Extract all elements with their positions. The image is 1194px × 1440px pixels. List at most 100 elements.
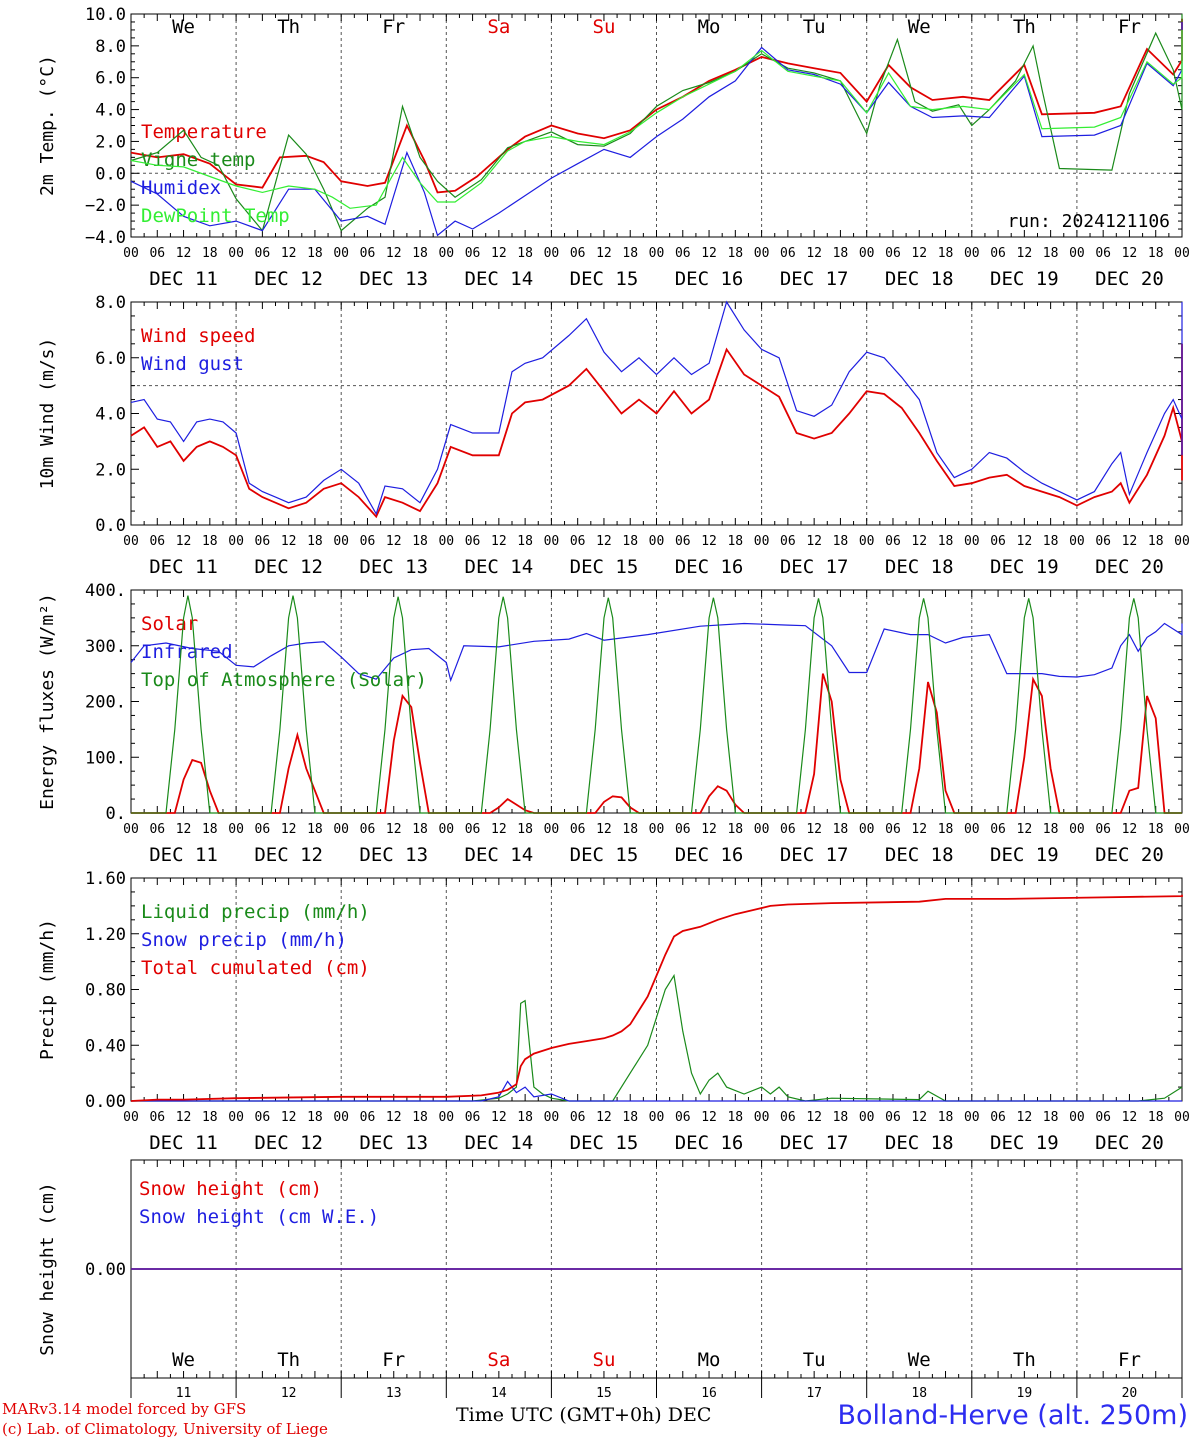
weekday-label: Su [593, 1349, 616, 1371]
legend-entry: Humidex [141, 177, 221, 199]
series-temperature [130, 18, 1183, 194]
x-hour-label: 12 [1017, 822, 1033, 837]
x-date-label: DEC 20 [1095, 268, 1164, 290]
model-credit: MARv3.14 model forced by GFS [2, 1400, 247, 1418]
x-hour-label: 00 [964, 246, 980, 261]
x-hour-label: 18 [938, 822, 954, 837]
x-hour-label: 00 [964, 822, 980, 837]
y-tick-label: 300. [85, 637, 126, 657]
x-date-label: DEC 11 [149, 844, 218, 866]
x-hour-label: 18 [622, 1110, 638, 1125]
x-hour-label: 18 [833, 246, 849, 261]
x-hour-label: 06 [675, 1110, 691, 1125]
y-tick-label: 8.0 [95, 37, 126, 57]
x-hour-label: 12 [176, 246, 192, 261]
x-hour-label: 00 [228, 822, 244, 837]
x-date-label: DEC 19 [990, 1132, 1059, 1154]
x-date-label: DEC 19 [990, 556, 1059, 578]
x-hour-label: 00 [544, 1110, 560, 1125]
y-tick-label: 6.0 [95, 69, 126, 89]
y-tick-label: 400. [85, 581, 126, 601]
x-hour-label: 00 [1174, 534, 1190, 549]
x-hour-label: 06 [780, 822, 796, 837]
x-date-label: DEC 17 [780, 844, 849, 866]
x-hour-label: 06 [885, 534, 901, 549]
x-hour-label: 12 [701, 822, 717, 837]
y-tick-label: 1.60 [85, 869, 126, 889]
series-top-of-atmosphere-solar [131, 595, 1182, 814]
x-hour-label: 18 [727, 822, 743, 837]
day-number-label: 13 [386, 1386, 402, 1401]
x-hour-label: 18 [517, 1110, 533, 1125]
x-hour-label: 12 [596, 534, 612, 549]
x-hour-label: 12 [281, 246, 297, 261]
legend-entry: Wind gust [141, 353, 244, 375]
x-date-label: DEC 14 [465, 844, 534, 866]
x-hour-label: 00 [123, 1110, 139, 1125]
x-hour-label: 18 [517, 246, 533, 261]
x-date-label: DEC 19 [990, 844, 1059, 866]
x-hour-label: 12 [491, 822, 507, 837]
x-hour-label: 18 [938, 1110, 954, 1125]
x-date-label: DEC 15 [570, 844, 639, 866]
x-hour-label: 18 [1043, 822, 1059, 837]
y-tick-label: 0.00 [85, 1092, 126, 1112]
x-hour-label: 12 [281, 822, 297, 837]
copyright-credit: (c) Lab. of Climatology, University of L… [2, 1420, 328, 1438]
weekday-label: Th [277, 16, 300, 38]
weekday-label: We [172, 16, 195, 38]
x-hour-label: 12 [386, 534, 402, 549]
x-hour-label: 00 [754, 1110, 770, 1125]
x-date-label: DEC 13 [359, 1132, 428, 1154]
x-hour-label: 12 [1122, 1110, 1138, 1125]
weekday-label: We [908, 1349, 931, 1371]
x-hour-label: 00 [1069, 534, 1085, 549]
x-hour-label: 18 [833, 1110, 849, 1125]
y-tick-label: −4.0 [85, 228, 126, 248]
x-date-label: DEC 14 [465, 556, 534, 578]
x-hour-label: 18 [1148, 534, 1164, 549]
x-hour-label: 00 [228, 246, 244, 261]
x-hour-label: 18 [622, 246, 638, 261]
x-hour-label: 00 [333, 822, 349, 837]
x-hour-label: 00 [544, 246, 560, 261]
x-hour-label: 12 [701, 1110, 717, 1125]
x-hour-label: 06 [675, 822, 691, 837]
x-hour-label: 00 [123, 534, 139, 549]
x-hour-label: 12 [1122, 822, 1138, 837]
day-number-label: 16 [701, 1386, 717, 1401]
y-axis-label: Snow height (cm) [37, 1182, 58, 1355]
day-number-label: 19 [1017, 1386, 1033, 1401]
legend-entry: Total cumulated (cm) [141, 957, 370, 979]
series-total-cumulated-cm [130, 894, 1183, 1102]
x-date-label: DEC 11 [149, 556, 218, 578]
x-hour-label: 06 [570, 246, 586, 261]
legend-entry: DewPoint Temp [141, 205, 290, 227]
x-hour-label: 00 [754, 822, 770, 837]
series-snow-precip-mm-h [131, 1080, 1182, 1102]
legend-entry: Top of Atmosphere (Solar) [141, 669, 427, 691]
x-date-label: DEC 20 [1095, 844, 1164, 866]
x-hour-label: 12 [1122, 246, 1138, 261]
x-hour-label: 00 [333, 246, 349, 261]
x-hour-label: 06 [990, 534, 1006, 549]
legend-entry: Temperature [141, 121, 267, 143]
x-hour-label: 12 [1122, 534, 1138, 549]
weekday-label: Sa [487, 16, 510, 38]
y-axis-label: Energy fluxes (W/m²) [37, 593, 58, 810]
x-hour-label: 06 [1095, 246, 1111, 261]
x-hour-label: 00 [228, 1110, 244, 1125]
x-hour-label: 06 [360, 1110, 376, 1125]
series-dewpoint-temp [130, 29, 1183, 209]
y-tick-label: 2.0 [95, 132, 126, 152]
y-axis-label: Precip (mm/h) [37, 919, 58, 1060]
x-date-label: DEC 13 [359, 556, 428, 578]
y-tick-label: 0.80 [85, 981, 126, 1001]
x-hour-label: 18 [412, 822, 428, 837]
x-hour-label: 12 [386, 246, 402, 261]
x-hour-label: 00 [1174, 822, 1190, 837]
weekday-label: Th [1013, 16, 1036, 38]
x-date-label: DEC 18 [885, 556, 954, 578]
x-hour-label: 06 [1095, 822, 1111, 837]
x-hour-label: 18 [727, 246, 743, 261]
